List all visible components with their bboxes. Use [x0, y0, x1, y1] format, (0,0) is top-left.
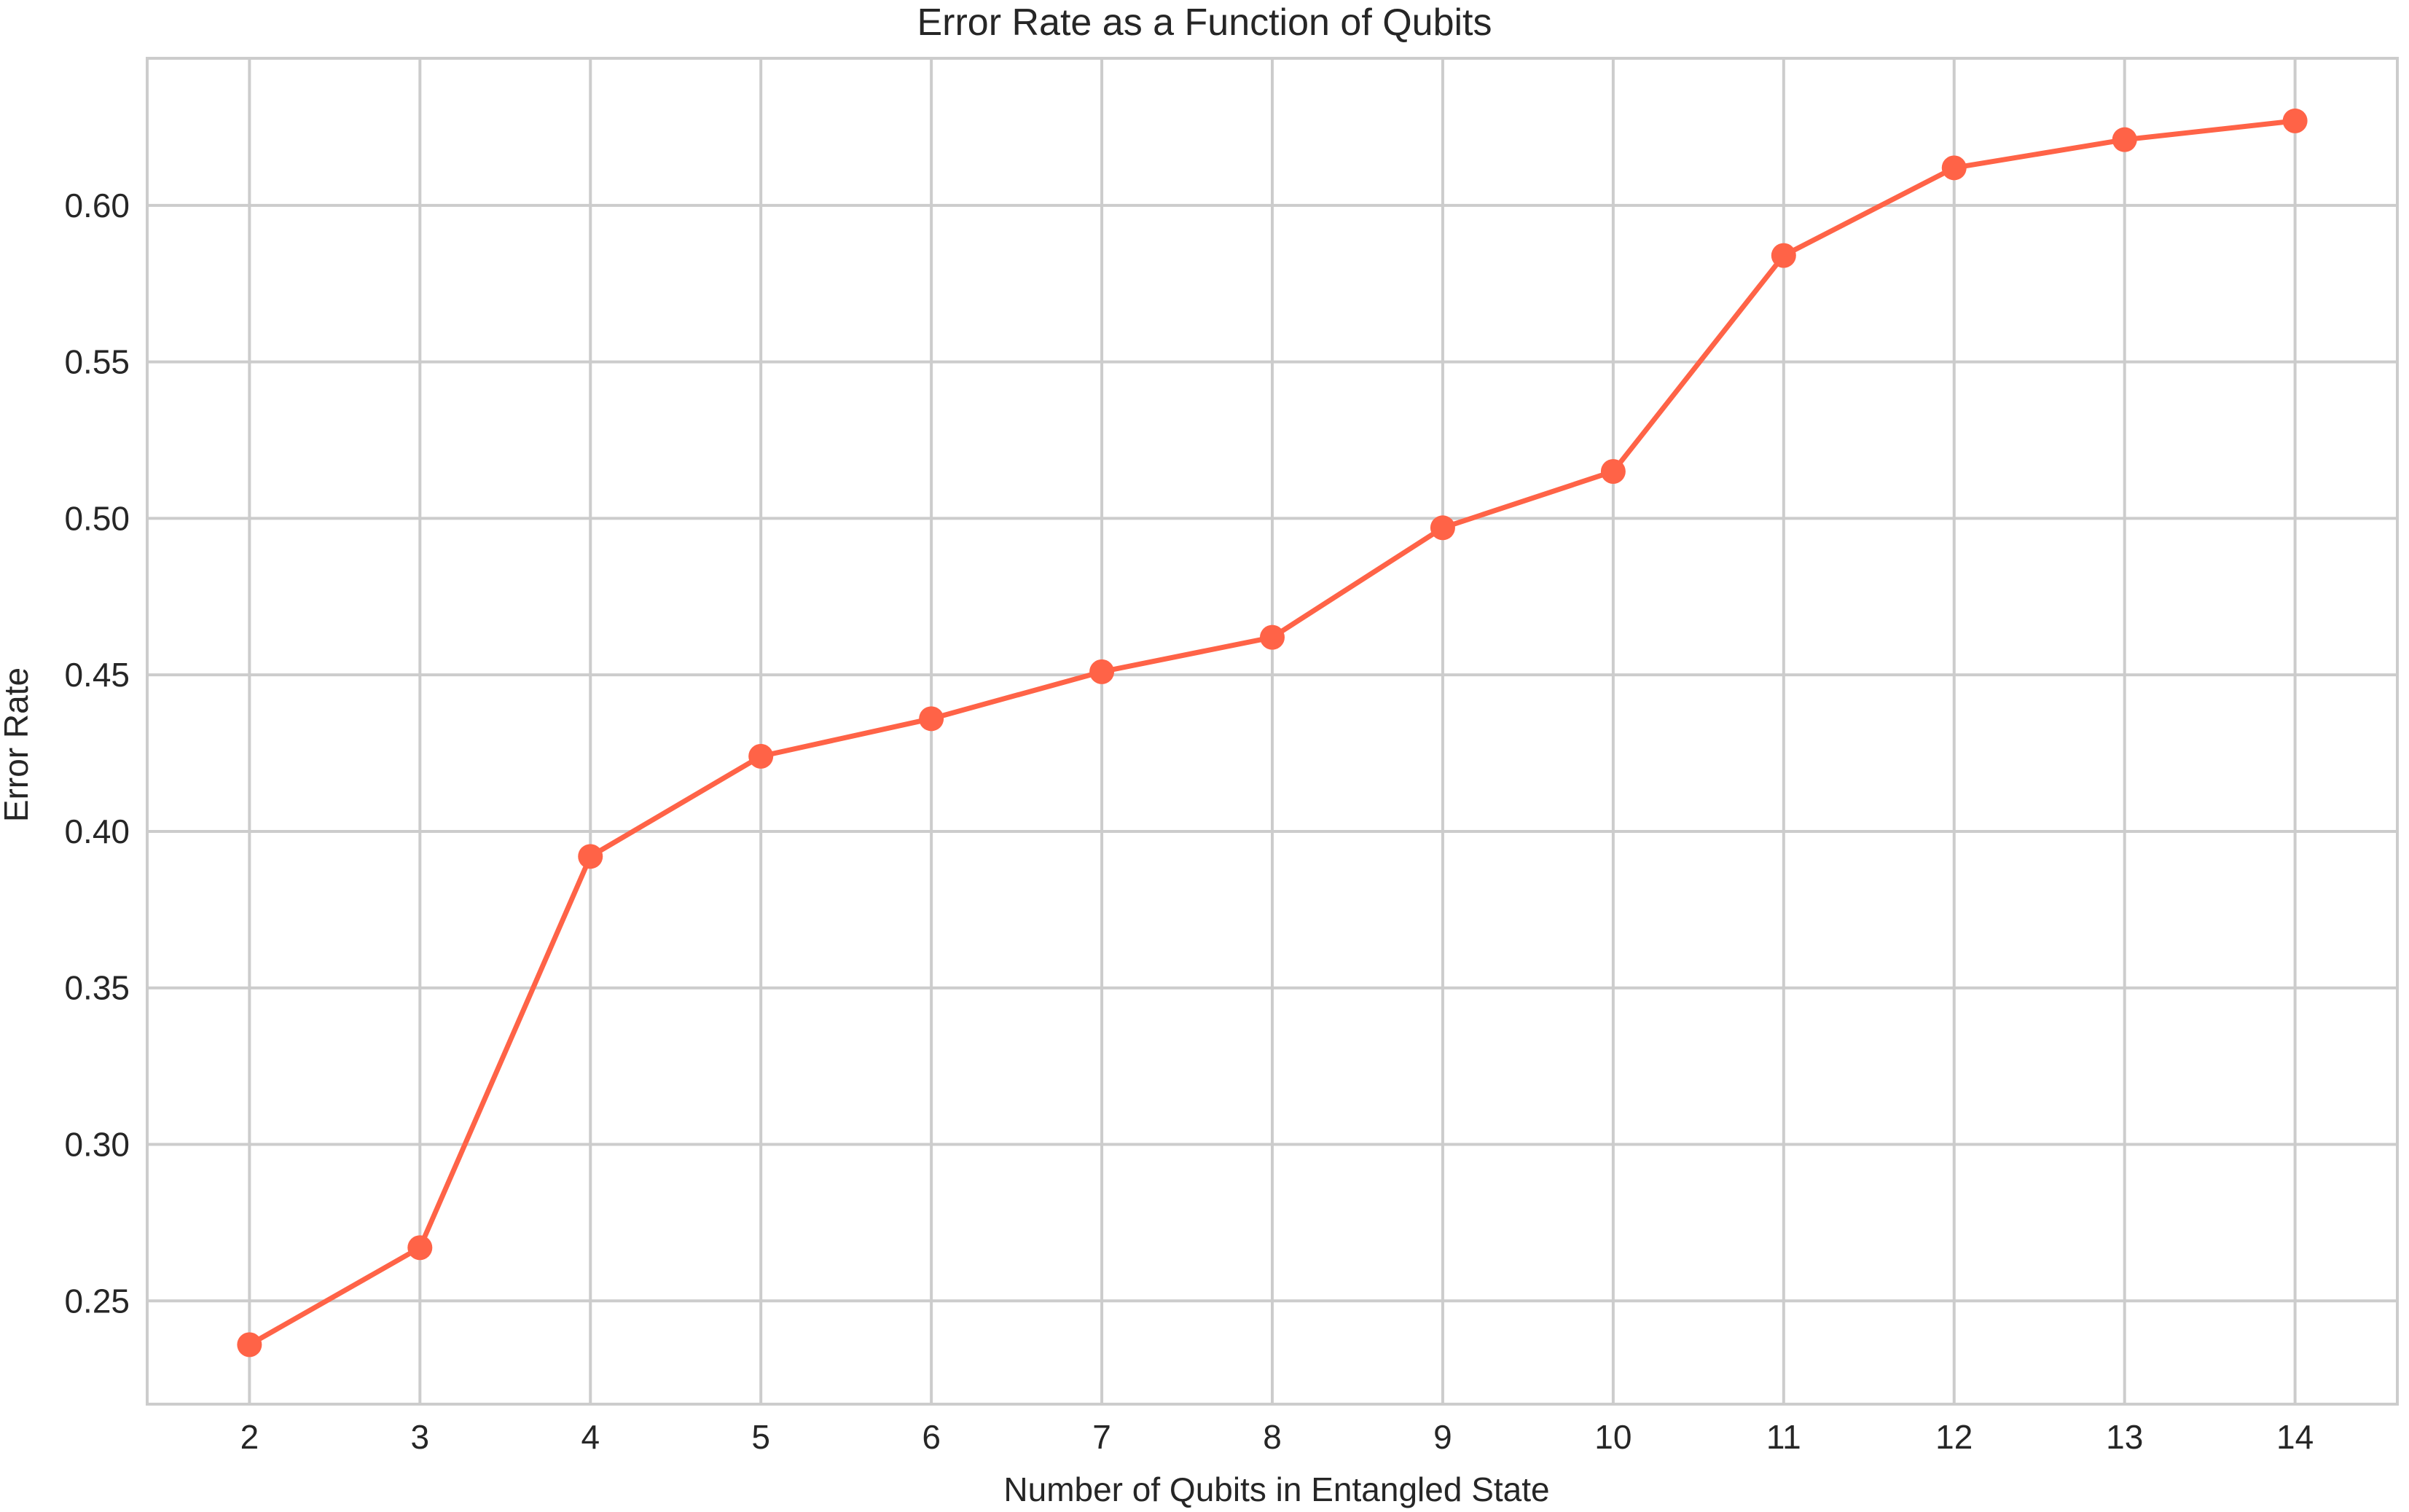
series-layer: [237, 108, 2308, 1358]
x-tick-label: 10: [1594, 1418, 1632, 1456]
data-point: [1430, 515, 1455, 541]
data-point: [578, 844, 603, 869]
x-tick-label: 14: [2276, 1418, 2314, 1456]
x-tick-label: 6: [922, 1418, 941, 1456]
x-tick-label: 9: [1433, 1418, 1452, 1456]
x-axis-label: Number of Qubits in Entangled State: [1003, 1470, 1549, 1508]
data-point: [1771, 243, 1796, 268]
y-tick-label: 0.40: [64, 812, 130, 850]
data-point: [2112, 127, 2137, 152]
chart-title: Error Rate as a Function of Qubits: [917, 1, 1492, 44]
y-tick-label: 0.50: [64, 499, 130, 537]
data-point: [1600, 458, 1626, 484]
data-point: [407, 1235, 433, 1261]
y-tick-label: 0.35: [64, 969, 130, 1007]
x-tick-label: 2: [240, 1418, 259, 1456]
x-tick-label: 5: [751, 1418, 770, 1456]
data-point: [919, 706, 944, 732]
y-axis-label: Error Rate: [0, 667, 35, 822]
y-tick-labels: 0.25 0.30 0.35 0.40 0.45 0.50 0.55 0.60: [64, 187, 130, 1320]
plot-frame: [146, 57, 2399, 1406]
x-tick-label: 3: [411, 1418, 430, 1456]
x-tick-label: 7: [1092, 1418, 1111, 1456]
data-point: [1260, 624, 1285, 650]
x-tick-label: 13: [2106, 1418, 2143, 1456]
x-tick-label: 12: [1935, 1418, 1973, 1456]
grid-lines: [147, 58, 2397, 1404]
data-point: [2282, 108, 2308, 133]
y-tick-label: 0.25: [64, 1282, 130, 1320]
x-tick-label: 8: [1263, 1418, 1282, 1456]
y-tick-label: 0.30: [64, 1125, 130, 1163]
x-tick-label: 4: [581, 1418, 600, 1456]
x-tick-label: 11: [1766, 1418, 1801, 1456]
y-tick-label: 0.60: [64, 187, 130, 224]
data-point: [1089, 659, 1115, 684]
x-tick-labels: 2 3 4 5 6 7 8 9 10 11 12 13 14: [240, 1418, 2314, 1456]
y-tick-label: 0.45: [64, 656, 130, 694]
data-point: [237, 1332, 262, 1358]
y-tick-label: 0.55: [64, 343, 130, 381]
data-point: [748, 743, 774, 769]
data-point: [1941, 155, 1967, 181]
